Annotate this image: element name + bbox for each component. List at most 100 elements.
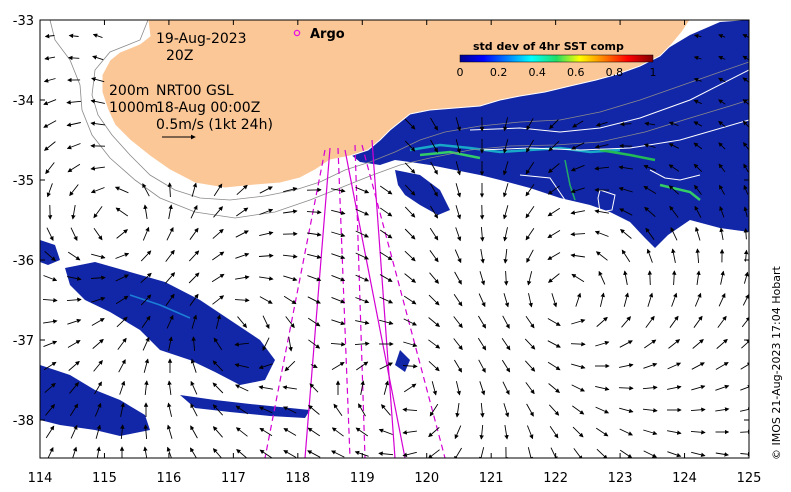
colorbar: std dev of 4hr SST comp 0 0.2 0.4 0.6 0.8 1	[457, 40, 657, 79]
current-arrow	[571, 384, 585, 392]
current-arrow	[141, 315, 151, 328]
current-arrow	[647, 292, 654, 307]
argo-marker-icon	[293, 29, 301, 37]
current-arrow	[479, 271, 486, 286]
current-arrow	[70, 424, 78, 439]
current-arrow	[404, 228, 416, 240]
current-arrow	[379, 185, 393, 195]
current-arrow	[259, 186, 273, 194]
current-arrow	[594, 230, 609, 237]
current-arrow	[402, 407, 418, 412]
current-arrow	[718, 293, 726, 307]
current-arrow	[191, 336, 196, 352]
current-arrow	[143, 446, 148, 458]
current-arrow	[455, 117, 462, 132]
current-arrow	[379, 229, 393, 239]
current-arrow	[715, 384, 730, 391]
current-arrow	[525, 227, 535, 241]
y-axis: -33 -34 -35 -36 -37 -38	[13, 14, 749, 429]
current-arrow	[671, 270, 677, 286]
current-arrow	[570, 231, 586, 237]
current-arrow	[667, 362, 682, 370]
current-arrow	[719, 184, 725, 195]
argo-label: Argo	[310, 27, 345, 42]
y-tick-label: -37	[13, 334, 34, 349]
current-arrow	[44, 141, 56, 151]
current-arrow	[644, 339, 657, 349]
current-arrow	[262, 337, 270, 351]
current-arrow	[190, 205, 198, 219]
current-arrow	[116, 229, 128, 239]
current-arrow	[693, 55, 702, 61]
current-arrow	[165, 249, 175, 262]
current-arrow	[67, 251, 81, 261]
current-arrow	[308, 339, 321, 349]
current-arrow	[619, 407, 634, 414]
current-arrow	[455, 161, 462, 176]
current-arrow	[668, 164, 680, 172]
current-arrow	[379, 274, 393, 282]
current-arrow	[695, 248, 700, 264]
current-arrow	[66, 100, 82, 105]
current-arrow	[480, 402, 485, 418]
current-arrow	[598, 270, 606, 285]
current-arrow	[619, 449, 633, 458]
current-arrow	[570, 341, 586, 347]
current-arrow	[140, 250, 152, 262]
current-arrow	[67, 318, 82, 325]
current-arrow	[743, 271, 749, 284]
current-arrow	[453, 316, 463, 329]
current-arrow	[429, 272, 439, 284]
current-arrow	[92, 55, 104, 61]
current-arrow	[402, 363, 418, 369]
current-arrow	[502, 183, 509, 198]
current-arrow	[404, 118, 416, 130]
current-arrow	[91, 77, 105, 83]
current-arrow	[43, 275, 58, 282]
current-arrow	[212, 382, 224, 394]
current-arrow	[501, 359, 511, 373]
current-arrow	[283, 428, 297, 436]
current-arrow	[236, 207, 249, 217]
current-arrow	[743, 227, 749, 240]
current-arrow	[381, 404, 391, 416]
current-arrow	[191, 314, 198, 329]
current-arrow	[259, 296, 273, 304]
current-arrow	[67, 276, 82, 281]
current-arrow	[283, 187, 298, 193]
current-arrow	[527, 271, 533, 286]
depth-200-label: 200m	[109, 83, 149, 99]
current-arrow	[189, 293, 199, 306]
current-arrow	[623, 292, 630, 307]
current-arrow	[715, 362, 729, 370]
current-arrow	[596, 316, 608, 327]
current-arrow	[429, 227, 439, 241]
current-arrow	[236, 184, 248, 196]
current-arrow	[504, 425, 509, 440]
current-arrow	[93, 228, 103, 241]
current-arrow	[283, 275, 298, 282]
current-arrow	[307, 450, 321, 458]
current-arrow	[330, 342, 346, 347]
current-arrow	[480, 249, 485, 264]
current-arrow	[595, 340, 610, 347]
current-arrow	[621, 249, 631, 263]
current-arrow	[43, 120, 57, 128]
current-arrow	[502, 205, 509, 220]
sst-patch-s	[180, 395, 310, 418]
current-arrow	[575, 292, 582, 307]
current-arrow	[190, 425, 198, 439]
current-arrow	[742, 293, 749, 306]
current-arrow	[478, 359, 486, 373]
current-arrow	[549, 425, 559, 439]
current-arrow	[454, 425, 462, 440]
current-arrow	[669, 315, 679, 328]
current-arrow	[571, 363, 586, 370]
current-arrow	[502, 139, 509, 154]
current-arrow	[258, 363, 273, 370]
current-arrow	[454, 447, 462, 458]
current-arrow	[67, 55, 80, 61]
current-arrow	[718, 99, 726, 105]
current-arrow	[213, 337, 223, 351]
current-arrow	[742, 55, 749, 61]
